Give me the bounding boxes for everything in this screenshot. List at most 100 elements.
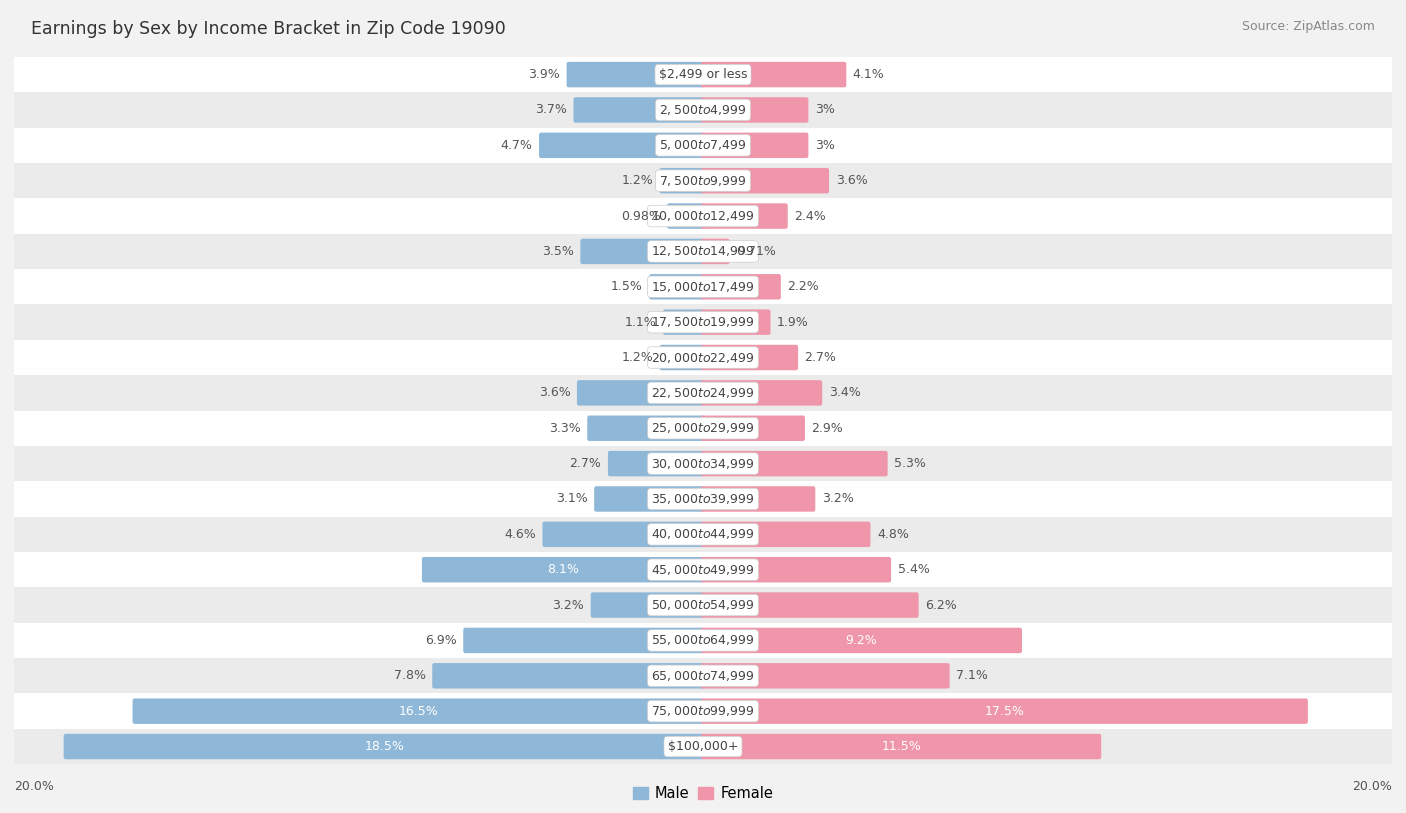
Bar [14,269,1392,304]
Text: $20,000 to $22,499: $20,000 to $22,499 [651,350,755,364]
Text: $5,000 to $7,499: $5,000 to $7,499 [659,138,747,152]
Text: 3%: 3% [815,103,835,116]
FancyBboxPatch shape [567,62,704,87]
FancyBboxPatch shape [702,415,806,441]
FancyBboxPatch shape [702,239,730,264]
FancyBboxPatch shape [664,310,704,335]
Text: 0.71%: 0.71% [737,245,776,258]
Text: 5.3%: 5.3% [894,457,927,470]
Bar [14,659,1392,693]
Text: 1.5%: 1.5% [610,280,643,293]
FancyBboxPatch shape [702,734,1101,759]
Text: 4.6%: 4.6% [505,528,536,541]
Text: $2,500 to $4,999: $2,500 to $4,999 [659,103,747,117]
FancyBboxPatch shape [702,628,1022,653]
Text: $40,000 to $44,999: $40,000 to $44,999 [651,528,755,541]
FancyBboxPatch shape [581,239,704,264]
Bar [14,729,1392,764]
FancyBboxPatch shape [702,345,799,370]
Bar [14,552,1392,587]
Text: 3.2%: 3.2% [823,493,853,506]
FancyBboxPatch shape [574,98,704,123]
FancyBboxPatch shape [543,522,704,547]
FancyBboxPatch shape [702,451,887,476]
FancyBboxPatch shape [463,628,704,653]
Bar [14,340,1392,375]
Text: $30,000 to $34,999: $30,000 to $34,999 [651,457,755,471]
Text: 1.2%: 1.2% [621,351,652,364]
FancyBboxPatch shape [607,451,704,476]
Bar [14,128,1392,163]
Text: $22,500 to $24,999: $22,500 to $24,999 [651,386,755,400]
Text: 3.6%: 3.6% [835,174,868,187]
FancyBboxPatch shape [538,133,704,158]
Text: 3.1%: 3.1% [555,493,588,506]
Text: 5.4%: 5.4% [897,563,929,576]
Text: 3.6%: 3.6% [538,386,571,399]
Text: 0.98%: 0.98% [621,210,661,223]
FancyBboxPatch shape [702,593,918,618]
FancyBboxPatch shape [702,557,891,582]
FancyBboxPatch shape [702,698,1308,724]
FancyBboxPatch shape [422,557,704,582]
Bar [14,57,1392,92]
Text: 6.9%: 6.9% [425,634,457,647]
FancyBboxPatch shape [595,486,704,511]
Text: Earnings by Sex by Income Bracket in Zip Code 19090: Earnings by Sex by Income Bracket in Zip… [31,20,506,38]
Text: 4.7%: 4.7% [501,139,533,152]
Bar [14,693,1392,729]
FancyBboxPatch shape [576,380,704,406]
Text: 4.1%: 4.1% [853,68,884,81]
FancyBboxPatch shape [702,62,846,87]
Text: $25,000 to $29,999: $25,000 to $29,999 [651,421,755,435]
Text: 2.9%: 2.9% [811,422,844,435]
FancyBboxPatch shape [659,168,704,193]
Text: $100,000+: $100,000+ [668,740,738,753]
FancyBboxPatch shape [702,168,830,193]
Text: $12,500 to $14,999: $12,500 to $14,999 [651,245,755,259]
Text: 11.5%: 11.5% [882,740,921,753]
Text: Source: ZipAtlas.com: Source: ZipAtlas.com [1241,20,1375,33]
Text: 7.1%: 7.1% [956,669,988,682]
Bar [14,304,1392,340]
Text: $65,000 to $74,999: $65,000 to $74,999 [651,669,755,683]
FancyBboxPatch shape [702,486,815,511]
Text: 17.5%: 17.5% [984,705,1025,718]
FancyBboxPatch shape [702,98,808,123]
FancyBboxPatch shape [702,133,808,158]
Text: 1.2%: 1.2% [621,174,652,187]
FancyBboxPatch shape [659,345,704,370]
Text: 18.5%: 18.5% [364,740,405,753]
FancyBboxPatch shape [432,663,704,689]
Text: 2.7%: 2.7% [569,457,602,470]
Text: 3.7%: 3.7% [536,103,567,116]
Bar [14,376,1392,411]
Legend: Male, Female: Male, Female [627,780,779,806]
Text: $50,000 to $54,999: $50,000 to $54,999 [651,598,755,612]
Bar [14,481,1392,517]
Bar [14,446,1392,481]
Text: 1.1%: 1.1% [624,315,657,328]
Bar [14,411,1392,446]
Text: 2.4%: 2.4% [794,210,827,223]
Bar [14,92,1392,128]
Bar [14,517,1392,552]
Bar [14,163,1392,198]
FancyBboxPatch shape [588,415,704,441]
Text: 2.7%: 2.7% [804,351,837,364]
Text: 9.2%: 9.2% [845,634,877,647]
FancyBboxPatch shape [702,310,770,335]
FancyBboxPatch shape [650,274,704,299]
Text: 4.8%: 4.8% [877,528,908,541]
Text: 1.9%: 1.9% [778,315,808,328]
FancyBboxPatch shape [668,203,704,228]
Text: 3.5%: 3.5% [541,245,574,258]
Text: $75,000 to $99,999: $75,000 to $99,999 [651,704,755,718]
Text: 6.2%: 6.2% [925,598,957,611]
FancyBboxPatch shape [702,522,870,547]
FancyBboxPatch shape [702,203,787,228]
Text: 7.8%: 7.8% [394,669,426,682]
Bar [14,587,1392,623]
FancyBboxPatch shape [132,698,704,724]
Text: 2.2%: 2.2% [787,280,820,293]
